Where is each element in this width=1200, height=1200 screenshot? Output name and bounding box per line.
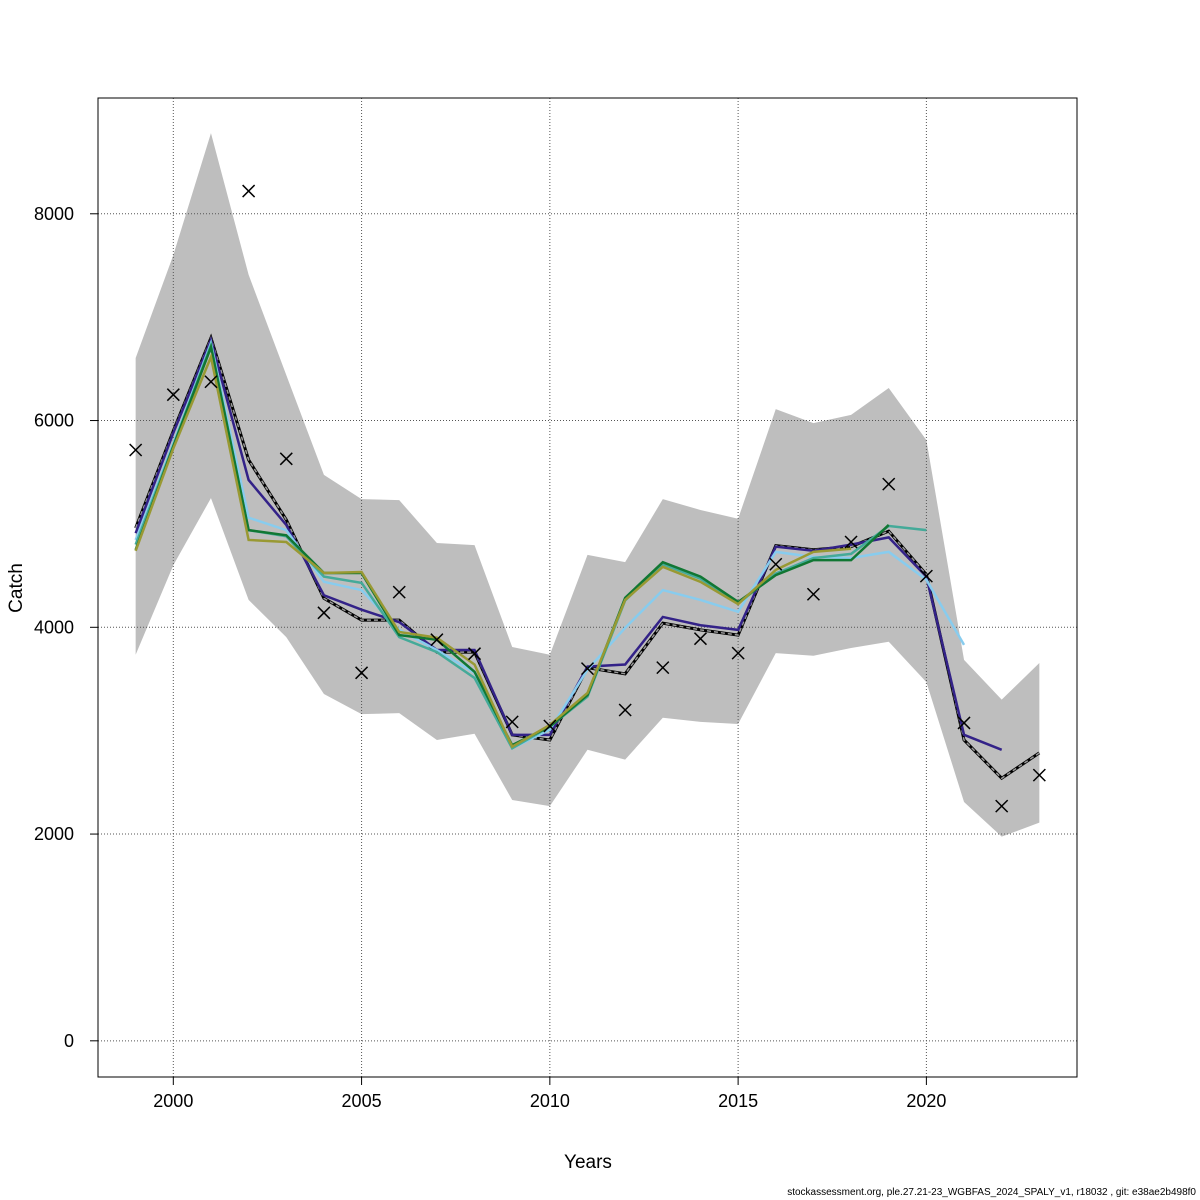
axes-layer: 2000 2005 2010 2015 2020 0 2000 4000 6000 8000 xyxy=(34,204,946,1111)
x-tick-label: 2015 xyxy=(718,1091,758,1111)
observed-point xyxy=(392,585,406,599)
x-tick-label: 2000 xyxy=(153,1091,193,1111)
y-tick-label: 6000 xyxy=(34,411,74,431)
observed-point xyxy=(242,184,256,198)
observed-point xyxy=(693,632,707,646)
observed-point xyxy=(882,477,896,491)
observed-point xyxy=(957,716,971,730)
observed-point xyxy=(1032,768,1046,782)
observed-point xyxy=(166,388,180,402)
confidence-band-layer xyxy=(135,133,1040,837)
observed-point xyxy=(355,666,369,680)
observed-points-layer xyxy=(129,184,1046,813)
y-axis-label: Catch xyxy=(6,563,27,613)
observed-point xyxy=(919,569,933,583)
x-axis-label: Years xyxy=(564,1152,612,1173)
series-line-5 xyxy=(134,352,852,749)
observed-point xyxy=(995,799,1009,813)
observed-point xyxy=(279,452,293,466)
observed-point xyxy=(580,662,595,676)
y-tick-label: 2000 xyxy=(34,824,74,844)
observed-point xyxy=(656,661,670,675)
observed-point xyxy=(204,375,218,389)
x-tick-label: 2010 xyxy=(530,1091,570,1111)
plot-frame xyxy=(97,97,1078,1078)
y-tick-label: 8000 xyxy=(34,204,74,224)
grid-layer xyxy=(98,98,1077,1077)
observed-point xyxy=(468,647,482,661)
confidence-band xyxy=(135,133,1040,837)
observed-point xyxy=(618,703,632,717)
observed-point xyxy=(129,443,143,457)
observed-point xyxy=(543,719,557,733)
observed-point xyxy=(844,535,858,549)
x-tick-label: 2005 xyxy=(342,1091,382,1111)
observed-point xyxy=(505,715,519,729)
x-tick-label: 2020 xyxy=(906,1091,946,1111)
footer-text: stockassessment.org, ple.27.21-23_WGBFAS… xyxy=(787,1187,1196,1198)
observed-point xyxy=(317,606,331,620)
observed-point xyxy=(769,557,783,571)
observed-point xyxy=(430,633,444,647)
y-tick-label: 0 xyxy=(64,1031,74,1051)
observed-point xyxy=(806,587,820,601)
observed-point xyxy=(731,646,745,660)
y-tick-label: 4000 xyxy=(34,617,74,637)
